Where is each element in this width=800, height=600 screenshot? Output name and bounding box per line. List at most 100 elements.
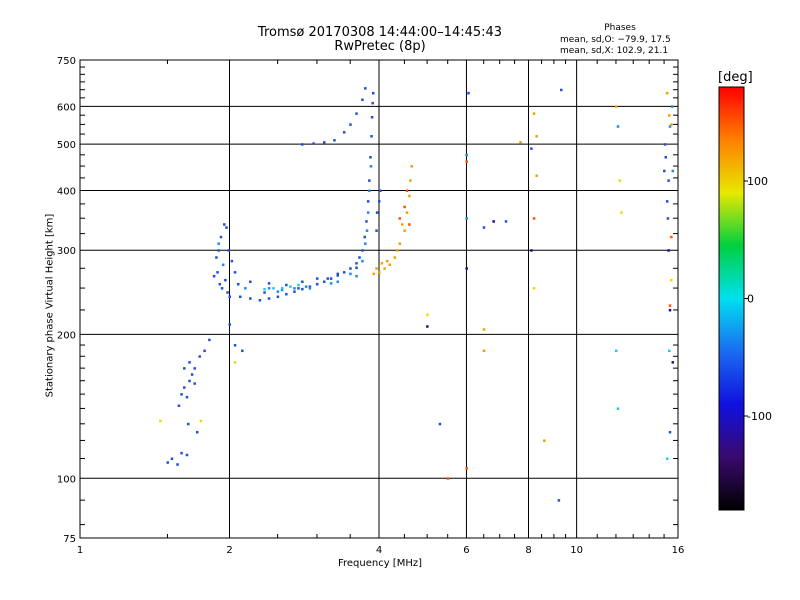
data-point [301,143,304,146]
data-point [375,211,379,214]
data-point [665,457,669,460]
data-point [355,262,358,265]
data-point [285,292,288,296]
data-point [233,361,237,364]
data-point [670,278,673,282]
data-point [349,267,352,270]
data-point [557,499,561,502]
data-point [193,382,196,385]
data-point [492,220,495,223]
data-point [667,249,670,252]
data-point [532,217,536,220]
data-point [383,267,386,270]
data-point [223,223,226,226]
data-point [219,235,223,239]
data-point [159,419,162,423]
data-point [308,287,312,290]
data-point [297,287,300,290]
data-point [323,141,326,144]
data-point [396,249,399,252]
y-axis-label: Stationary phase Virtual Height [km] [44,213,56,398]
data-point [315,277,319,280]
data-point [366,211,370,214]
data-point [293,290,296,293]
data-point [216,271,219,274]
data-point [315,282,319,286]
data-point [616,407,620,410]
data-point [364,87,367,90]
data-point [249,280,252,284]
data-point [465,160,468,163]
data-point [370,135,373,138]
data-point [366,200,370,203]
data-point [663,143,667,146]
data-point [364,242,367,245]
data-point [293,287,296,290]
data-point [263,287,266,291]
data-point [312,142,315,145]
y-tick-label: 100 [57,474,76,485]
data-point [410,165,413,168]
x-tick-label: 10 [570,545,583,556]
data-point [388,263,392,267]
data-point [195,430,199,434]
data-point [403,229,406,232]
data-point [349,123,352,126]
data-point [276,290,280,293]
data-point [670,123,673,126]
data-point [304,285,308,288]
data-point [212,274,216,278]
data-point [226,291,229,294]
data-point [349,272,352,276]
data-point [221,263,225,267]
data-point [272,287,275,290]
data-point [400,223,404,226]
data-point [371,91,375,95]
data-point [267,282,271,285]
data-point [369,156,372,159]
colorbar-tick-label: 0 [747,293,754,306]
data-point [188,379,191,383]
data-point [405,211,409,214]
data-point [543,439,546,442]
data-point [482,328,486,331]
data-point [504,220,508,223]
data-point [668,125,672,128]
data-point [365,220,368,223]
data-point [530,147,533,150]
data-point [217,242,220,245]
data-point [667,179,670,182]
data-point [465,217,468,220]
data-point [465,267,468,270]
data-point [532,287,536,290]
data-point [375,267,378,270]
data-point [203,349,206,353]
data-point [220,287,224,290]
data-point [671,169,675,173]
data-point [378,271,381,274]
data-point [183,386,186,389]
data-point [166,461,169,464]
data-point [530,249,533,252]
x-tick-label: 6 [463,545,469,556]
data-point [190,373,194,376]
data-point [398,217,402,220]
data-point [670,105,674,108]
y-tick-label: 300 [57,246,76,257]
data-point [467,91,470,95]
data-point [185,395,189,399]
data-point [426,325,429,328]
data-point [236,282,240,286]
data-point [379,189,382,192]
data-point [668,349,671,353]
data-point [663,169,666,173]
data-point [355,266,358,270]
data-point [285,283,288,287]
data-point [239,295,242,299]
x-tick-label: 16 [672,545,685,556]
data-point [336,272,340,276]
colorbar [718,86,745,511]
data-point [301,280,304,284]
data-point [403,205,406,209]
